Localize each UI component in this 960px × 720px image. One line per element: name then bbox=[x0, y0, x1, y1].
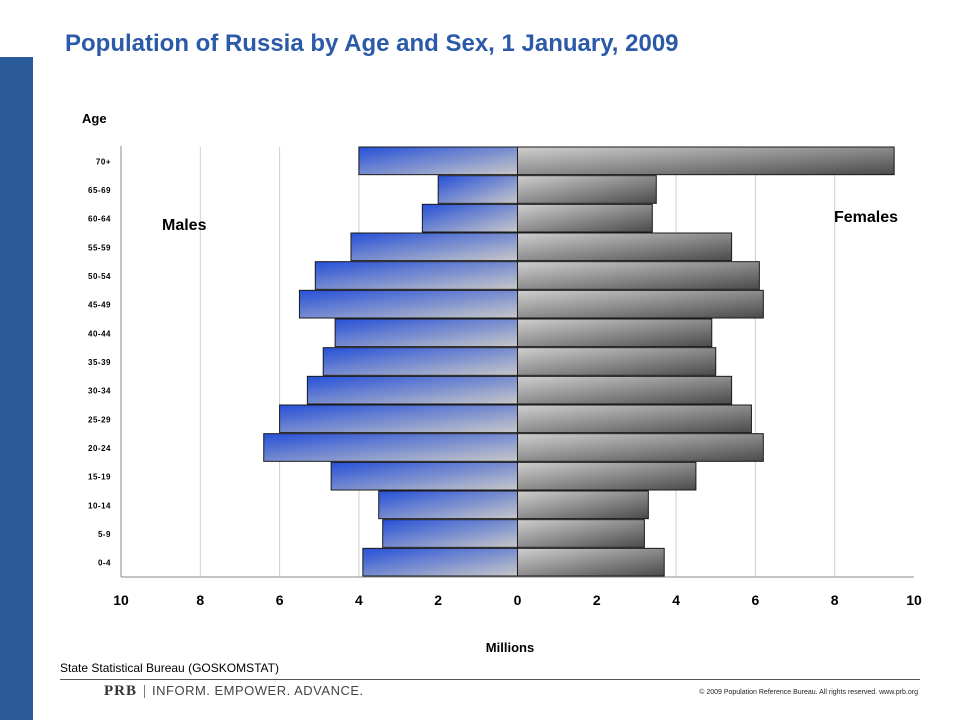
x-tick-label: 2 bbox=[434, 592, 442, 608]
footer-divider bbox=[60, 679, 920, 680]
female-bar-20-24 bbox=[517, 433, 764, 462]
male-bar-10-14 bbox=[378, 490, 518, 520]
x-tick-label: 8 bbox=[196, 592, 204, 608]
male-bar-30-34 bbox=[306, 375, 519, 405]
x-tick-label: 0 bbox=[514, 592, 522, 608]
female-bar-0-4 bbox=[517, 547, 665, 577]
males-series-label: Males bbox=[162, 217, 207, 234]
female-bar-55-59 bbox=[517, 232, 733, 262]
x-tick-label: 4 bbox=[355, 592, 363, 608]
female-bar-50-54 bbox=[517, 261, 760, 290]
age-tick-label: 10-14 bbox=[88, 501, 111, 510]
female-bar-40-44 bbox=[517, 318, 713, 348]
female-bar-30-34 bbox=[517, 375, 733, 405]
male-bar-5-9 bbox=[382, 519, 518, 548]
female-bar-15-19 bbox=[517, 461, 697, 491]
male-bar-55-59 bbox=[350, 232, 518, 262]
logo-tagline: INFORM. EMPOWER. ADVANCE. bbox=[152, 683, 364, 698]
male-bar-60-64 bbox=[421, 203, 518, 233]
male-bar-0-4 bbox=[362, 547, 518, 577]
x-tick-label: 10 bbox=[906, 592, 922, 608]
age-tick-label: 20-24 bbox=[88, 444, 111, 453]
female-bar-60-64 bbox=[517, 203, 653, 233]
age-tick-label: 50-54 bbox=[88, 272, 111, 281]
age-tick-label: 60-64 bbox=[88, 215, 111, 224]
age-tick-label: 25-29 bbox=[88, 415, 111, 424]
females-series-label: Females bbox=[834, 209, 898, 226]
male-bar-20-24 bbox=[263, 433, 518, 462]
male-bar-15-19 bbox=[330, 461, 518, 491]
male-bar-50-54 bbox=[314, 261, 518, 290]
age-tick-label: 0-4 bbox=[98, 559, 111, 568]
prb-logo: PRB | INFORM. EMPOWER. ADVANCE. bbox=[104, 683, 364, 700]
male-bar-45-49 bbox=[298, 289, 518, 319]
female-bar-10-14 bbox=[517, 490, 649, 520]
x-tick-label: 8 bbox=[831, 592, 839, 608]
male-bar-70+ bbox=[358, 146, 518, 176]
x-tick-label: 2 bbox=[593, 592, 601, 608]
logo-separator: | bbox=[143, 683, 147, 699]
source-note: State Statistical Bureau (GOSKOMSTAT) bbox=[60, 661, 279, 675]
age-tick-label: 65-69 bbox=[88, 186, 111, 195]
male-bar-40-44 bbox=[334, 318, 518, 348]
age-tick-label: 35-39 bbox=[88, 358, 111, 367]
male-bar-25-29 bbox=[279, 404, 518, 434]
female-bar-25-29 bbox=[517, 404, 752, 434]
age-tick-label: 30-34 bbox=[88, 387, 111, 396]
age-tick-label: 15-19 bbox=[88, 473, 111, 482]
female-bar-70+ bbox=[517, 146, 895, 176]
left-accent-band bbox=[0, 57, 33, 720]
x-tick-label: 6 bbox=[276, 592, 284, 608]
copyright-note: © 2009 Population Reference Bureau. All … bbox=[699, 689, 918, 696]
logo-mark: PRB bbox=[104, 683, 137, 699]
female-bar-65-69 bbox=[517, 175, 657, 204]
female-bar-45-49 bbox=[517, 289, 764, 319]
age-tick-label: 45-49 bbox=[88, 301, 111, 310]
age-tick-label: 70+ bbox=[96, 157, 111, 166]
age-tick-label: 40-44 bbox=[88, 329, 111, 338]
age-tick-label: 5-9 bbox=[98, 530, 111, 539]
age-tick-label: 55-59 bbox=[88, 243, 111, 252]
female-bar-5-9 bbox=[517, 519, 645, 548]
female-bar-35-39 bbox=[517, 347, 717, 376]
x-tick-label: 6 bbox=[752, 592, 760, 608]
x-tick-label: 4 bbox=[672, 592, 680, 608]
x-axis-title: Millions bbox=[486, 640, 534, 655]
male-bar-35-39 bbox=[322, 347, 518, 376]
page-title: Population of Russia by Age and Sex, 1 J… bbox=[65, 30, 679, 57]
x-tick-label: 10 bbox=[113, 592, 129, 608]
male-bar-65-69 bbox=[437, 175, 519, 204]
y-axis-title: Age bbox=[82, 111, 107, 126]
